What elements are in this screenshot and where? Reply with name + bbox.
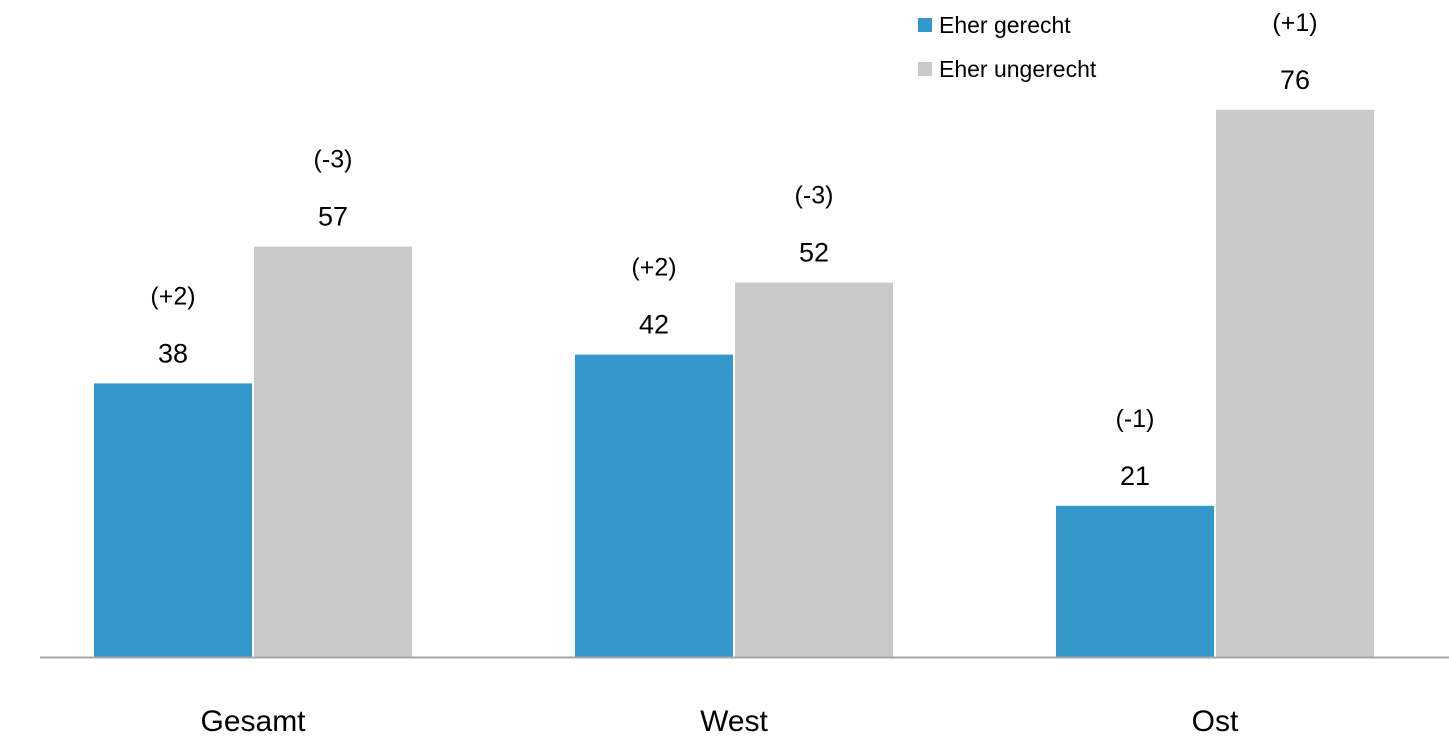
data-label-gesamt-eher-gerecht: 38 xyxy=(158,338,188,368)
bar-ost-eher-gerecht xyxy=(1056,505,1214,657)
category-label-ost: Ost xyxy=(1192,705,1239,737)
legend-label-eher-ungerecht: Eher ungerecht xyxy=(939,55,1097,82)
change-label-gesamt-eher-ungerecht: (-3) xyxy=(314,146,353,174)
change-label-west-eher-ungerecht: (-3) xyxy=(795,182,834,210)
category-label-west: West xyxy=(700,705,768,737)
legend-item-eher-ungerecht: Eher ungerecht xyxy=(918,52,1096,86)
bar-gesamt-eher-ungerecht xyxy=(254,246,412,657)
bar-west-eher-ungerecht xyxy=(735,282,893,657)
chart-legend: Eher gerecht Eher ungerecht xyxy=(918,8,1096,96)
data-label-ost-eher-gerecht: 21 xyxy=(1120,461,1150,491)
legend-item-eher-gerecht: Eher gerecht xyxy=(918,8,1096,42)
bar-west-eher-gerecht xyxy=(575,354,733,657)
change-label-ost-eher-ungerecht: (+1) xyxy=(1272,9,1317,37)
change-label-ost-eher-gerecht: (-1) xyxy=(1116,405,1155,433)
data-label-ost-eher-ungerecht: 76 xyxy=(1280,65,1310,95)
data-label-west-eher-ungerecht: 52 xyxy=(799,238,829,268)
change-label-west-eher-gerecht: (+2) xyxy=(631,254,676,282)
legend-swatch-eher-ungerecht xyxy=(918,62,932,76)
data-label-west-eher-gerecht: 42 xyxy=(639,310,669,340)
legend-swatch-eher-gerecht xyxy=(918,18,932,32)
change-label-gesamt-eher-gerecht: (+2) xyxy=(150,282,195,310)
data-label-gesamt-eher-ungerecht: 57 xyxy=(318,202,348,232)
bar-ost-eher-ungerecht xyxy=(1216,109,1374,658)
legend-label-eher-gerecht: Eher gerecht xyxy=(939,11,1071,38)
bar-gesamt-eher-gerecht xyxy=(94,383,252,657)
category-label-gesamt: Gesamt xyxy=(200,705,306,737)
